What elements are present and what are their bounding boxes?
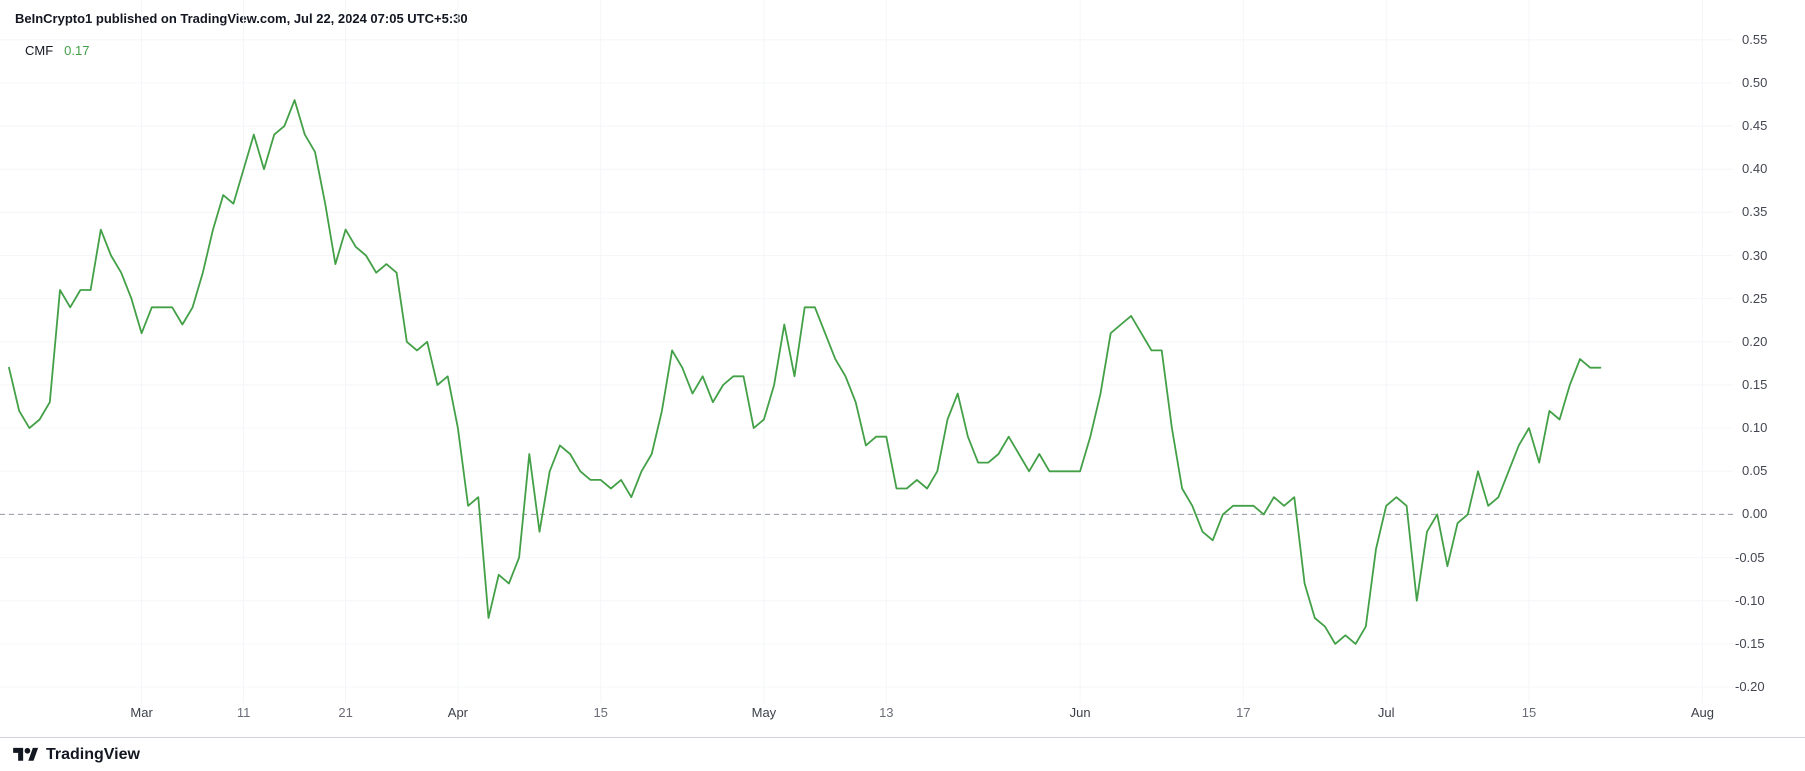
y-axis-label: 0.05 [1742, 463, 1768, 479]
indicator-value: 0.17 [64, 43, 90, 58]
y-axis-label: -0.10 [1735, 592, 1765, 608]
y-axis-label: 0.55 [1742, 31, 1768, 47]
y-axis-label: 0.20 [1742, 333, 1768, 349]
tradingview-logo-text: TradingView [46, 746, 140, 763]
time-axis[interactable]: Mar 11 21 Apr 15 May 13 Jun 17 Jul 15 Aug [0, 705, 1733, 731]
x-axis-label: Jun [1069, 705, 1091, 720]
x-axis-label: Mar [130, 705, 153, 720]
x-axis-label: May [751, 705, 777, 720]
y-axis-label: -0.15 [1735, 635, 1765, 651]
x-axis-label: Aug [1690, 705, 1714, 720]
price-axis[interactable]: 0.55 0.50 0.45 0.40 0.35 0.30 0.25 0.20 0.15 0.10… [1733, 0, 1805, 737]
indicator-legend[interactable]: CMF 0.17 [25, 43, 89, 58]
x-axis-label: 15 [593, 705, 608, 720]
y-axis-label: 0.40 [1742, 161, 1768, 177]
y-axis-label: 0.45 [1742, 118, 1768, 133]
y-axis-label: 0.25 [1742, 290, 1768, 306]
cmf-line-chart[interactable] [0, 0, 1805, 737]
x-axis-label: 17 [1236, 705, 1251, 720]
y-axis-label: 0.00 [1742, 506, 1768, 522]
tradingview-logo-icon [13, 745, 39, 765]
x-axis-label: 21 [338, 705, 353, 720]
y-axis-label: 0.30 [1742, 247, 1768, 263]
x-axis-label: 11 [236, 705, 251, 720]
y-axis-label: 0.15 [1742, 377, 1768, 392]
x-axis-label: Apr [447, 705, 469, 720]
y-axis-label: 0.10 [1742, 420, 1768, 436]
y-axis-label: -0.20 [1735, 679, 1765, 695]
attribution-text: BeInCrypto1 published on TradingView.com… [15, 11, 468, 26]
tradingview-logo-link[interactable]: TradingView [13, 743, 140, 767]
y-axis-label: -0.05 [1735, 549, 1765, 565]
y-axis-label: 0.35 [1742, 204, 1768, 220]
y-axis-label: 0.50 [1742, 74, 1768, 90]
x-axis-label: 15 [1521, 705, 1537, 720]
indicator-name: CMF [25, 43, 54, 58]
x-axis-label: 13 [879, 705, 894, 720]
divider [0, 737, 1805, 738]
x-axis-label: Jul [1377, 705, 1395, 720]
